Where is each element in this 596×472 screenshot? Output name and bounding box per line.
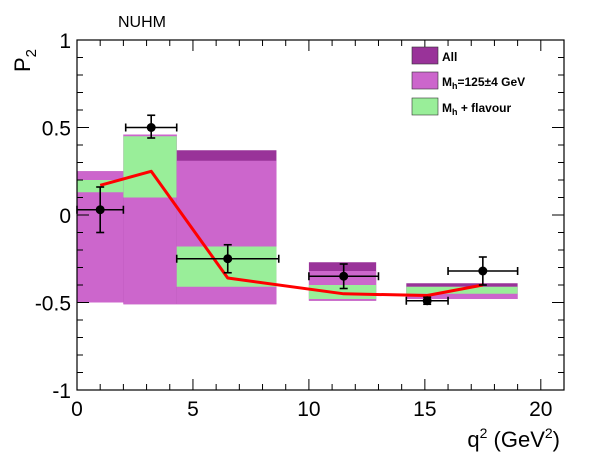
x-axis-title-sup: 2 <box>480 425 488 441</box>
histogram-bars <box>77 134 518 305</box>
legend-entry-all: All <box>442 50 457 64</box>
axis-ticks <box>76 39 565 391</box>
x-tick-label: 20 <box>529 398 552 421</box>
prediction-curve <box>99 169 484 297</box>
y-tick-label: 0.5 <box>42 118 71 141</box>
legend-swatch-all <box>411 46 439 65</box>
x-tick-label: 10 <box>297 398 320 421</box>
model-annotation: NUHM <box>118 14 166 31</box>
bar-flavour-3 <box>308 285 377 299</box>
x-axis-title: q2 (GeV2) <box>467 425 560 452</box>
prediction-curve-layer <box>99 169 484 297</box>
y-axis-title: P2 <box>10 49 40 72</box>
data-point-1 <box>124 114 178 139</box>
y-tick-label: 1 <box>59 30 71 53</box>
x-tick-label: 15 <box>413 398 436 421</box>
legend: All Mh=125±4 GeV Mh + flavour <box>411 46 525 117</box>
data-points-layer <box>76 114 519 306</box>
x-axis-title-unit-open: (GeV <box>487 427 545 452</box>
data-marker-1 <box>146 123 156 132</box>
bar-flavour-2 <box>176 246 277 287</box>
x-tick-label: 5 <box>187 398 199 421</box>
x-axis-title-main: q <box>467 427 479 452</box>
y-axis-title-sub: 2 <box>23 49 40 57</box>
y-axis-title-main: P <box>10 57 35 72</box>
x-axis-title-unit-sup: 2 <box>545 425 553 441</box>
legend-swatch-flavour <box>411 97 439 116</box>
bar-flavour-1 <box>123 136 177 198</box>
data-point-2 <box>175 243 280 274</box>
axis-tick-labels: 0 5 10 15 20 -1 -0.5 0 0.5 1 <box>35 30 553 421</box>
data-marker-4 <box>422 296 432 306</box>
y-tick-label: 0 <box>59 205 71 228</box>
y-tick-label: -1 <box>52 380 71 403</box>
data-point-4 <box>405 296 449 306</box>
legend-entry-flavour: Mh + flavour <box>442 101 512 117</box>
x-axis-title-unit-close: ) <box>553 427 560 452</box>
data-point-5 <box>447 256 519 286</box>
data-marker-5 <box>478 266 488 276</box>
data-marker-3 <box>339 271 349 281</box>
legend-entry-mh: Mh=125±4 GeV <box>442 75 525 91</box>
data-point-3 <box>308 263 380 290</box>
data-marker-0 <box>95 205 105 215</box>
y-tick-label: -0.5 <box>35 293 71 316</box>
legend-swatch-mh <box>411 71 439 90</box>
x-tick-label: 0 <box>71 398 83 421</box>
data-marker-2 <box>223 254 233 264</box>
data-point-0 <box>76 186 125 234</box>
